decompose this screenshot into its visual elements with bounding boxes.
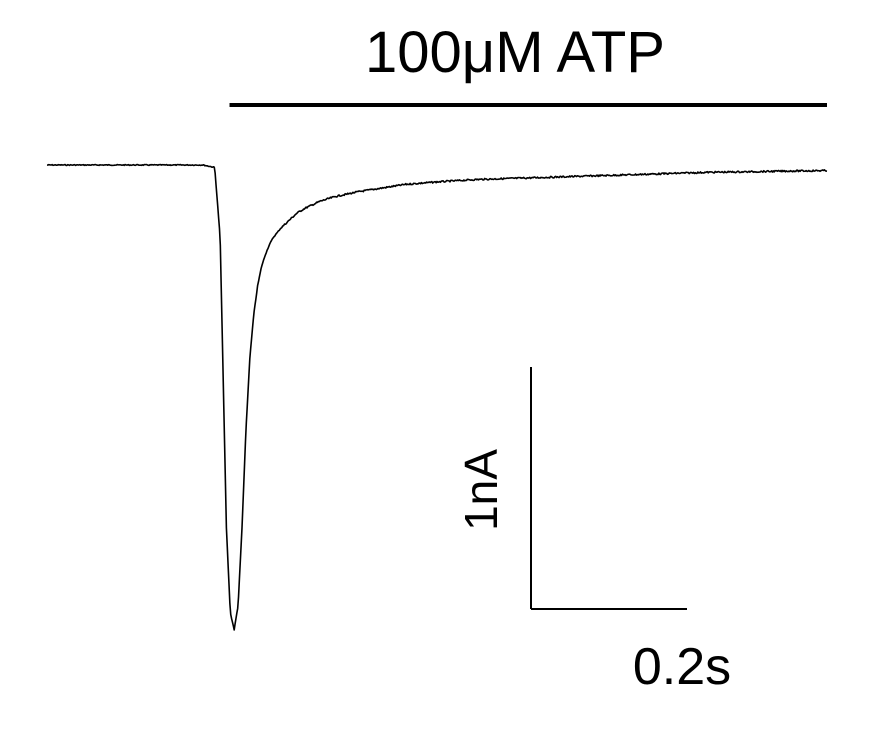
atp-application-label: 100μM ATP xyxy=(365,20,665,85)
current-trace-line xyxy=(46,163,828,631)
current-scale-label: 1nA xyxy=(455,449,507,531)
time-scale-label: 0.2s xyxy=(633,638,731,696)
